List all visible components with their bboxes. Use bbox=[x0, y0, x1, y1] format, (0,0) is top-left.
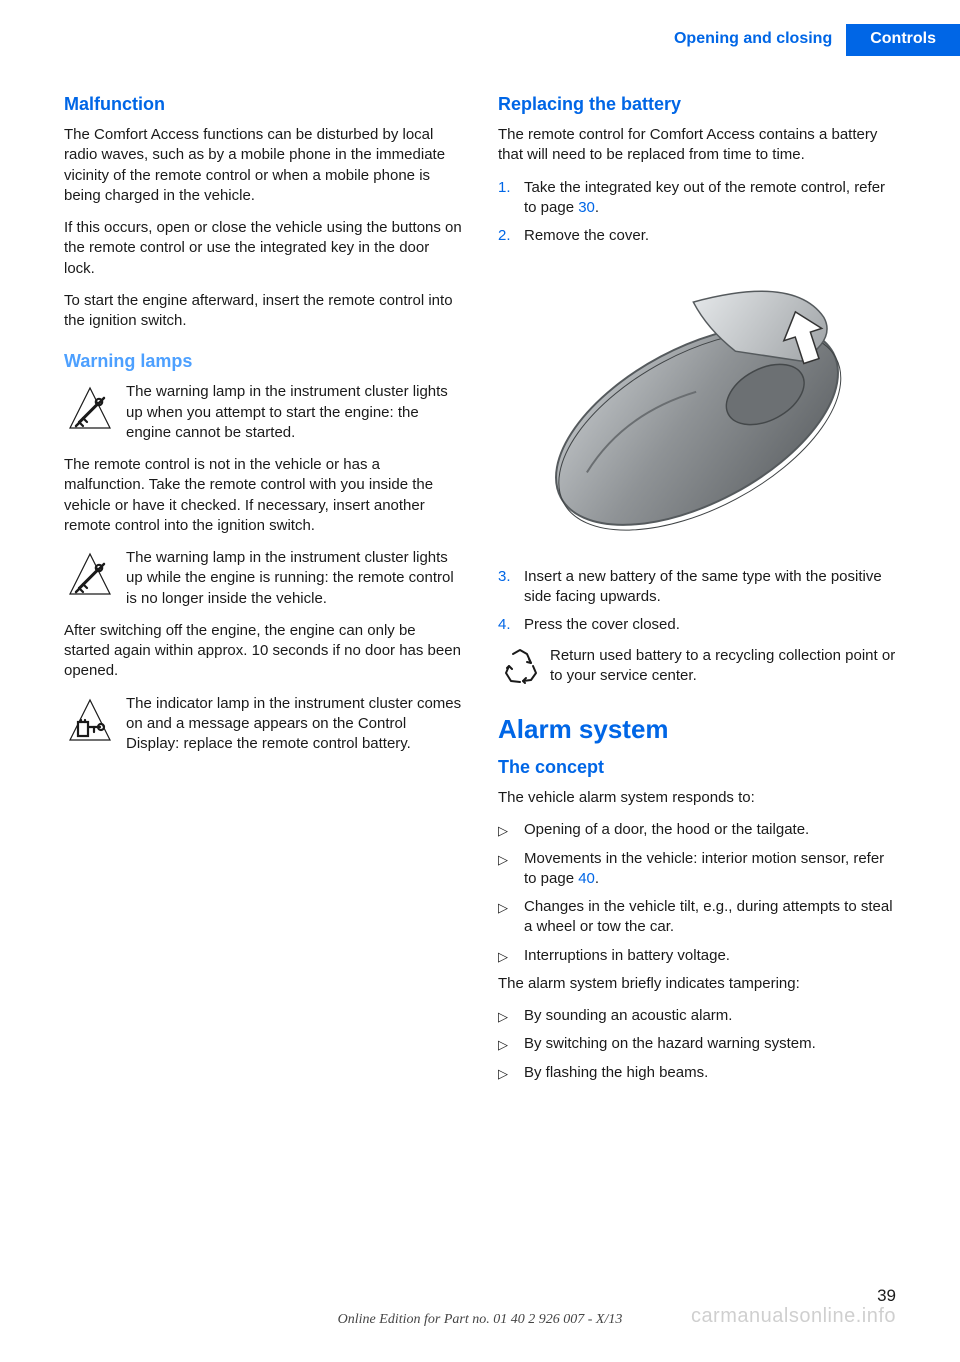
list-item: ▷By switching on the hazard warning sys­… bbox=[498, 1034, 896, 1054]
page-link[interactable]: 30 bbox=[578, 199, 595, 216]
bullet-text: By flashing the high beams. bbox=[524, 1063, 708, 1083]
tamper-list: ▷By sounding an acoustic alarm. ▷By swit… bbox=[498, 1006, 896, 1083]
triangle-bullet-icon: ▷ bbox=[498, 1034, 524, 1054]
step-number: 2. bbox=[498, 226, 524, 246]
warning-lamps-p2: After switching off the engine, the engi… bbox=[64, 621, 462, 682]
warning-lamps-p1: The remote control is not in the vehicle… bbox=[64, 455, 462, 536]
list-item: ▷By sounding an acoustic alarm. bbox=[498, 1006, 896, 1026]
list-item: 3. Insert a new battery of the same type… bbox=[498, 567, 896, 608]
warning-lamp-text-2: The warning lamp in the instrument clust… bbox=[126, 549, 454, 607]
list-item: 1. Take the integrated key out of the re… bbox=[498, 178, 896, 219]
bullet-text-b: . bbox=[595, 870, 599, 887]
step-number: 1. bbox=[498, 178, 524, 219]
bullet-text: Movements in the vehicle: interior motio… bbox=[524, 849, 896, 890]
page-body: Malfunction The Comfort Access functions… bbox=[64, 94, 896, 1091]
key-warning-icon bbox=[64, 382, 116, 434]
recycle-icon bbox=[498, 646, 542, 686]
triangle-bullet-icon: ▷ bbox=[498, 946, 524, 966]
triangle-bullet-icon: ▷ bbox=[498, 897, 524, 938]
concept-heading: The concept bbox=[498, 757, 896, 778]
step-text: Insert a new battery of the same type wi… bbox=[524, 567, 896, 608]
recycle-note: Return used battery to a recycling colle… bbox=[498, 646, 896, 687]
triangle-bullet-icon: ▷ bbox=[498, 820, 524, 840]
bullet-text: Opening of a door, the hood or the tailg… bbox=[524, 820, 809, 840]
malfunction-p3: To start the engine afterward, insert th… bbox=[64, 291, 462, 332]
bullet-text: Interruptions in battery voltage. bbox=[524, 946, 730, 966]
warning-lamp-text-1: The warning lamp in the instrument clust… bbox=[126, 383, 448, 441]
tamper-intro: The alarm system briefly indicates tampe… bbox=[498, 974, 896, 994]
key-warning-icon bbox=[64, 548, 116, 600]
alarm-responds-list: ▷Opening of a door, the hood or the tail… bbox=[498, 820, 896, 966]
malfunction-p2: If this occurs, open or close the vehicl… bbox=[64, 218, 462, 279]
page-number: 39 bbox=[877, 1286, 896, 1306]
warning-lamp-para-1: The warning lamp in the instrument clust… bbox=[64, 382, 462, 443]
bullet-text: By switching on the hazard warning sys­t… bbox=[524, 1034, 816, 1054]
step-text: Press the cover closed. bbox=[524, 615, 680, 635]
triangle-bullet-icon: ▷ bbox=[498, 1063, 524, 1083]
replacing-heading: Replacing the battery bbox=[498, 94, 896, 115]
remote-control-illustration bbox=[498, 256, 896, 555]
bullet-text: Changes in the vehicle tilt, e.g., durin… bbox=[524, 897, 896, 938]
list-item: 4. Press the cover closed. bbox=[498, 615, 896, 635]
warning-lamp-para-3: The indicator lamp in the instrument clu… bbox=[64, 694, 462, 755]
right-column: Replacing the battery The remote control… bbox=[498, 94, 896, 1091]
list-item: ▷Opening of a door, the hood or the tail… bbox=[498, 820, 896, 840]
replacing-steps: 1. Take the integrated key out of the re… bbox=[498, 178, 896, 247]
list-item: ▷Movements in the vehicle: interior moti… bbox=[498, 849, 896, 890]
malfunction-p1: The Comfort Access functions can be dist… bbox=[64, 125, 462, 206]
list-item: ▷Interruptions in battery voltage. bbox=[498, 946, 896, 966]
warning-lamp-text-3: The indicator lamp in the instrument clu… bbox=[126, 695, 461, 753]
step-text-b: . bbox=[595, 199, 599, 216]
bullet-text: By sounding an acoustic alarm. bbox=[524, 1006, 732, 1026]
step-text: Remove the cover. bbox=[524, 226, 649, 246]
list-item: 2. Remove the cover. bbox=[498, 226, 896, 246]
left-column: Malfunction The Comfort Access functions… bbox=[64, 94, 462, 1091]
step-number: 3. bbox=[498, 567, 524, 608]
list-item: ▷By flashing the high beams. bbox=[498, 1063, 896, 1083]
alarm-intro: The vehicle alarm system responds to: bbox=[498, 788, 896, 808]
list-item: ▷Changes in the vehicle tilt, e.g., duri… bbox=[498, 897, 896, 938]
malfunction-heading: Malfunction bbox=[64, 94, 462, 115]
recycle-text: Return used battery to a recycling colle… bbox=[550, 647, 895, 684]
alarm-system-heading: Alarm system bbox=[498, 714, 896, 745]
warning-lamp-para-2: The warning lamp in the instrument clust… bbox=[64, 548, 462, 609]
watermark: carmanualsonline.info bbox=[691, 1305, 896, 1328]
replacing-steps-contd: 3. Insert a new battery of the same type… bbox=[498, 567, 896, 636]
warning-lamps-heading: Warning lamps bbox=[64, 351, 462, 372]
triangle-bullet-icon: ▷ bbox=[498, 849, 524, 890]
header-category: Controls bbox=[846, 24, 960, 56]
key-battery-icon bbox=[64, 694, 116, 746]
step-number: 4. bbox=[498, 615, 524, 635]
page-link[interactable]: 40 bbox=[578, 870, 595, 887]
triangle-bullet-icon: ▷ bbox=[498, 1006, 524, 1026]
header-section: Opening and closing bbox=[660, 24, 846, 56]
step-text: Take the integrated key out of the remot… bbox=[524, 178, 896, 219]
replacing-intro: The remote control for Comfort Access co… bbox=[498, 125, 896, 166]
